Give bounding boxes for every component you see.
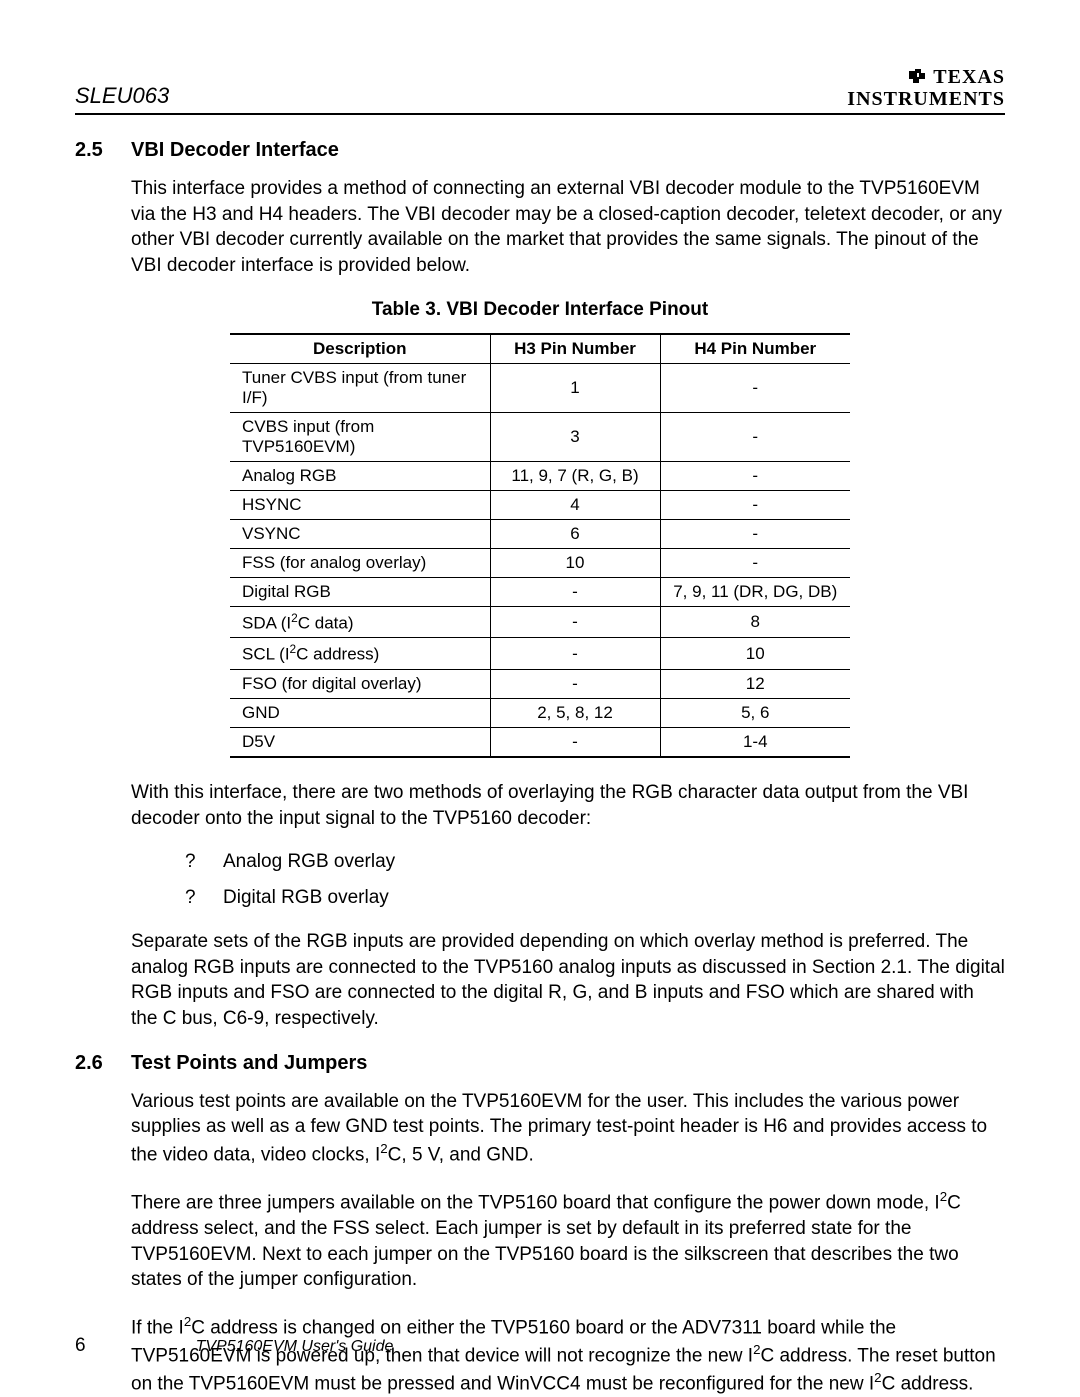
table-cell: Analog RGB	[230, 461, 490, 490]
section-title: Test Points and Jumpers	[131, 1052, 367, 1075]
table-cell: -	[490, 638, 660, 670]
table-cell: -	[660, 412, 850, 461]
table-cell: 10	[490, 548, 660, 577]
footer-title: TVP5160EVM User's Guide	[196, 1338, 394, 1356]
table-cell: 6	[490, 519, 660, 548]
table-cell: 5, 6	[660, 698, 850, 727]
col-description: Description	[230, 334, 490, 364]
section-number: 2.6	[75, 1052, 113, 1075]
document-id: SLEU063	[75, 83, 169, 109]
table-row: CVBS input (from TVP5160EVM)3-	[230, 412, 850, 461]
table-caption: Table 3. VBI Decoder Interface Pinout	[75, 299, 1005, 321]
bullet-text: Digital RGB overlay	[223, 887, 389, 909]
table-row: SDA (I2C data)-8	[230, 606, 850, 638]
table-cell: -	[660, 363, 850, 412]
table-cell: FSS (for analog overlay)	[230, 548, 490, 577]
table-cell: SDA (I2C data)	[230, 606, 490, 638]
table-row: D5V-1-4	[230, 727, 850, 757]
table-cell: 12	[660, 669, 850, 698]
section-2-5-para3: Separate sets of the RGB inputs are prov…	[131, 929, 1005, 1032]
table-row: FSS (for analog overlay)10-	[230, 548, 850, 577]
bullet-marker: ?	[185, 887, 199, 909]
page-footer: 6 TVP5160EVM User's Guide	[75, 1335, 1005, 1357]
table-cell: HSYNC	[230, 490, 490, 519]
list-item: ? Digital RGB overlay	[185, 887, 1005, 909]
bullet-list: ? Analog RGB overlay? Digital RGB overlay	[185, 851, 1005, 909]
table-cell: 8	[660, 606, 850, 638]
table-cell: 1	[490, 363, 660, 412]
section-2-5-para1: This interface provides a method of conn…	[131, 176, 1005, 279]
table-cell: 10	[660, 638, 850, 670]
section-2-6-para2: There are three jumpers available on the…	[131, 1188, 1005, 1293]
table-row: Tuner CVBS input (from tuner I/F)1-	[230, 363, 850, 412]
logo-instruments: INSTRUMENTS	[847, 89, 1005, 109]
table-cell: -	[490, 577, 660, 606]
table-header-row: Description H3 Pin Number H4 Pin Number	[230, 334, 850, 364]
table-cell: -	[660, 519, 850, 548]
table-cell: SCL (I2C address)	[230, 638, 490, 670]
ti-chip-icon	[907, 65, 929, 89]
table-cell: 4	[490, 490, 660, 519]
page-number: 6	[75, 1335, 86, 1357]
table-row: VSYNC6-	[230, 519, 850, 548]
table-row: Digital RGB-7, 9, 11 (DR, DG, DB)	[230, 577, 850, 606]
table-cell: 2, 5, 8, 12	[490, 698, 660, 727]
table-cell: -	[490, 727, 660, 757]
table-cell: GND	[230, 698, 490, 727]
table-cell: Tuner CVBS input (from tuner I/F)	[230, 363, 490, 412]
col-h4: H4 Pin Number	[660, 334, 850, 364]
col-h3: H3 Pin Number	[490, 334, 660, 364]
table-row: HSYNC4-	[230, 490, 850, 519]
table-cell: -	[490, 669, 660, 698]
table-row: GND2, 5, 8, 125, 6	[230, 698, 850, 727]
table-row: SCL (I2C address)-10	[230, 638, 850, 670]
pinout-table: Description H3 Pin Number H4 Pin Number …	[230, 333, 850, 758]
table-cell: FSO (for digital overlay)	[230, 669, 490, 698]
table-cell: -	[660, 548, 850, 577]
table-cell: -	[490, 606, 660, 638]
table-cell: -	[660, 461, 850, 490]
bullet-text: Analog RGB overlay	[223, 851, 395, 873]
section-2-5-para2: With this interface, there are two metho…	[131, 780, 1005, 831]
table-cell: D5V	[230, 727, 490, 757]
section-2-6-para1: Various test points are available on the…	[131, 1089, 1005, 1168]
table-cell: 3	[490, 412, 660, 461]
table-cell: VSYNC	[230, 519, 490, 548]
table-cell: Digital RGB	[230, 577, 490, 606]
table-cell: 7, 9, 11 (DR, DG, DB)	[660, 577, 850, 606]
section-2-5-heading: 2.5 VBI Decoder Interface	[75, 139, 1005, 162]
table-cell: 1-4	[660, 727, 850, 757]
section-2-6-heading: 2.6 Test Points and Jumpers	[75, 1052, 1005, 1075]
table-cell: CVBS input (from TVP5160EVM)	[230, 412, 490, 461]
page-header: SLEU063 TEXAS INSTRUMENTS	[75, 65, 1005, 115]
ti-logo: TEXAS INSTRUMENTS	[847, 65, 1005, 109]
table-cell: -	[660, 490, 850, 519]
logo-texas: TEXAS	[933, 67, 1005, 87]
table-row: FSO (for digital overlay)-12	[230, 669, 850, 698]
bullet-marker: ?	[185, 851, 199, 873]
list-item: ? Analog RGB overlay	[185, 851, 1005, 873]
table-cell: 11, 9, 7 (R, G, B)	[490, 461, 660, 490]
section-number: 2.5	[75, 139, 113, 162]
section-title: VBI Decoder Interface	[131, 139, 339, 162]
table-row: Analog RGB11, 9, 7 (R, G, B)-	[230, 461, 850, 490]
